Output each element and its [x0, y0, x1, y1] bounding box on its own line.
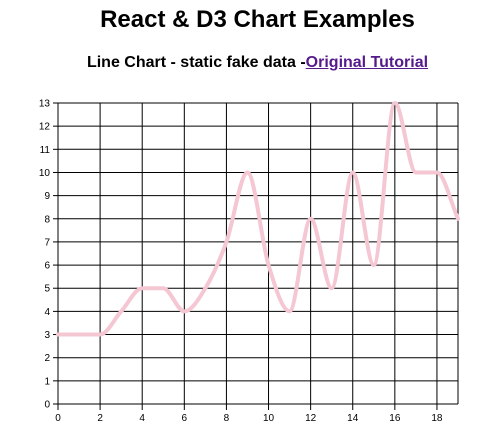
- chart-line-layer: [56, 101, 460, 337]
- chart-grid: [57, 102, 459, 405]
- y-tick-label-13: 13: [39, 99, 51, 110]
- y-tick-label-5: 5: [44, 284, 50, 295]
- x-tick-label-18: 18: [431, 413, 443, 424]
- x-tick-label-16: 16: [389, 413, 401, 424]
- x-tick-label-2: 2: [97, 413, 103, 424]
- x-tick-label-12: 12: [305, 413, 317, 424]
- y-tick-label-10: 10: [39, 168, 51, 179]
- original-tutorial-link[interactable]: Original Tutorial: [305, 54, 429, 71]
- data-series-line: [56, 101, 460, 337]
- y-tick-label-8: 8: [44, 214, 50, 225]
- y-tick-label-4: 4: [44, 307, 50, 318]
- chart-heading: Line Chart - static fake data -Original …: [0, 52, 483, 74]
- y-tick-label-0: 0: [44, 400, 50, 411]
- y-tick-label-9: 9: [44, 191, 50, 202]
- y-tick-label-11: 11: [40, 145, 51, 156]
- x-tick-label-14: 14: [347, 413, 359, 424]
- chart-heading-text: Line Chart - static fake data -: [86, 54, 306, 71]
- y-tick-label-1: 1: [44, 376, 50, 387]
- page-title: React & D3 Chart Examples: [100, 6, 415, 33]
- x-tick-label-10: 10: [263, 413, 275, 424]
- x-tick-label-0: 0: [55, 413, 61, 424]
- y-tick-label-6: 6: [44, 261, 50, 272]
- y-tick-label-7: 7: [44, 237, 50, 248]
- y-tick-label-2: 2: [44, 353, 50, 364]
- x-tick-label-8: 8: [224, 413, 230, 424]
- x-tick-label-4: 4: [139, 413, 145, 424]
- x-tick-label-6: 6: [182, 413, 188, 424]
- y-tick-label-12: 12: [39, 122, 51, 133]
- y-tick-label-3: 3: [44, 330, 50, 341]
